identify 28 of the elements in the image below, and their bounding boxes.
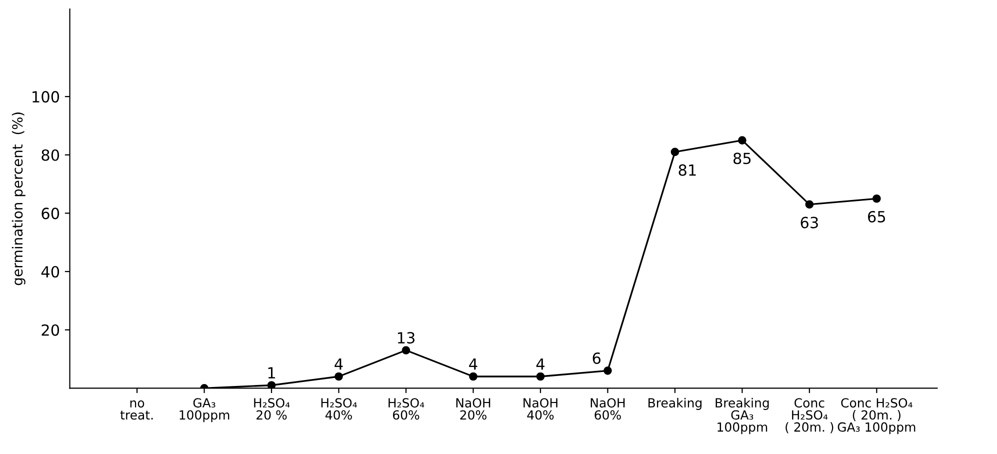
y-tick-label: 20: [42, 324, 60, 336]
x-tick-label: H₂SO₄ 60%: [388, 398, 424, 420]
x-tick-label: Conc H₂SO₄ ( 20m. ) GA₃ 100ppm: [838, 398, 916, 434]
x-tick-label: NaOH 60%: [590, 398, 625, 420]
x-tick-label: NaOH 20%: [456, 398, 490, 420]
x-tick-label: Breaking GA₃ 100ppm: [716, 398, 769, 434]
y-tick-label: 60: [42, 208, 60, 220]
y-tick-label: 80: [42, 149, 60, 161]
data-label: 6: [592, 352, 600, 364]
data-label: 63: [800, 216, 818, 228]
x-tick-label: Breaking: [648, 398, 702, 410]
data-label: 1: [268, 367, 275, 378]
data-label: 13: [398, 332, 414, 344]
data-label: 4: [536, 358, 544, 370]
x-tick-label: GA₃ 100ppm: [180, 398, 230, 422]
x-tick-label: Conc H₂SO₄ ( 20m. ): [786, 398, 834, 434]
y-axis-title: germination percent (%): [12, 112, 26, 286]
x-tick-label: NaOH 40%: [524, 398, 558, 420]
y-tick-label: 40: [41, 266, 60, 278]
x-tick-label: H₂SO₄ 40%: [321, 398, 357, 420]
y-tick-label: 100: [32, 91, 60, 103]
data-label: 4: [334, 358, 343, 370]
x-tick-label: no treat.: [120, 400, 153, 420]
data-label: 85: [734, 152, 751, 164]
x-tick-label: H₂SO₄ 20 %: [254, 398, 290, 420]
data-label: 81: [678, 164, 696, 176]
data-label: 4: [469, 358, 478, 370]
data-label: 65: [868, 210, 886, 222]
